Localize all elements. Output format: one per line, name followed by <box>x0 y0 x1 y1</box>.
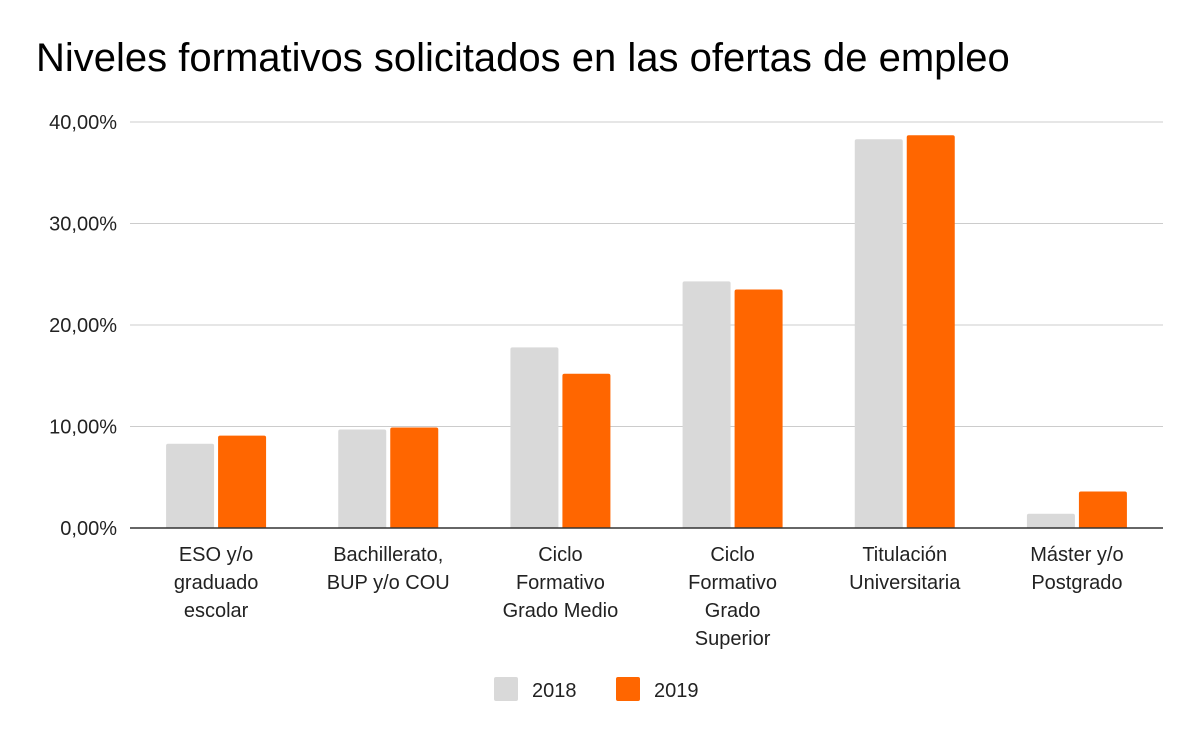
x-tick-label-line: graduado <box>174 572 259 594</box>
y-tick-label: 20,00% <box>49 315 117 337</box>
bar-2019 <box>390 427 439 528</box>
x-tick-label: ESO y/o graduado escolar <box>174 544 259 622</box>
bar-2019 <box>562 373 611 528</box>
x-tick-label: Máster y/o Postgrado <box>1030 544 1123 594</box>
bar-2018 <box>166 443 215 528</box>
x-tick-label-line: Ciclo <box>710 544 754 566</box>
x-tick-label-line: Universitaria <box>849 572 961 594</box>
y-tick-label: 10,00% <box>49 417 117 439</box>
bar-2019 <box>1078 491 1127 528</box>
chart-title: Niveles formativos solicitados en las of… <box>36 36 1010 80</box>
y-tick-label: 0,00% <box>60 518 117 540</box>
x-tick-label-line: ESO y/o <box>179 544 253 566</box>
bar-2019 <box>218 435 267 528</box>
x-tick-label-line: Superior <box>695 628 771 650</box>
bar-2018 <box>682 281 731 528</box>
bar-2019 <box>906 135 955 528</box>
y-tick-label: 40,00% <box>49 112 117 134</box>
legend-label-2019: 2019 <box>654 680 699 702</box>
x-tick-label-line: Grado <box>705 600 761 622</box>
x-tick-label-line: Titulación <box>862 544 947 566</box>
x-tick-label: Titulación Universitaria <box>849 544 961 594</box>
x-tick-label-line: Formativo <box>688 572 777 594</box>
y-tick-label: 30,00% <box>49 214 117 236</box>
x-tick-label: Ciclo Formativo Grado Superior <box>688 544 777 650</box>
x-tick-label-line: escolar <box>184 600 249 622</box>
legend-swatch-2018 <box>494 677 518 701</box>
x-tick-label-line: Bachillerato, <box>333 544 443 566</box>
legend-label-2018: 2018 <box>532 680 577 702</box>
x-tick-label: Bachillerato, BUP y/o COU <box>327 544 450 594</box>
x-tick-label-line: BUP y/o COU <box>327 572 450 594</box>
x-tick-label: Ciclo Formativo Grado Medio <box>503 544 619 622</box>
bar-2018 <box>854 139 903 528</box>
x-tick-label-line: Formativo <box>516 572 605 594</box>
legend-swatch-2019 <box>616 677 640 701</box>
bar-2018 <box>338 429 387 528</box>
bar-2019 <box>734 289 783 528</box>
x-tick-label-line: Máster y/o <box>1030 544 1123 566</box>
bar-2018 <box>1026 513 1075 528</box>
x-tick-label-line: Grado Medio <box>503 600 619 622</box>
x-tick-label-line: Ciclo <box>538 544 582 566</box>
x-tick-label-line: Postgrado <box>1031 572 1122 594</box>
bar-2018 <box>510 347 559 528</box>
